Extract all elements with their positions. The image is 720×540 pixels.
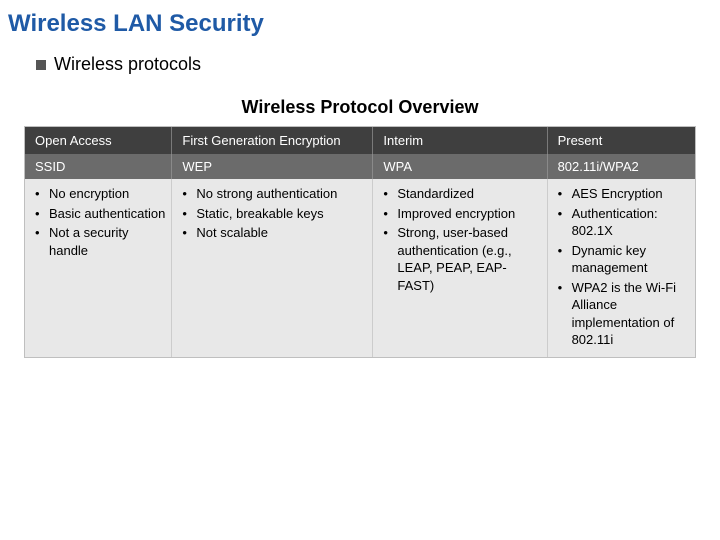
table-cell: Standardized Improved encryption Strong,… xyxy=(373,179,547,357)
list-item: WPA2 is the Wi-Fi Alliance implementatio… xyxy=(572,279,689,349)
list-item: No strong authentication xyxy=(196,185,366,203)
subtitle-text: Wireless protocols xyxy=(54,54,201,75)
col-subheader: SSID xyxy=(25,154,172,179)
col-subheader: WPA xyxy=(373,154,547,179)
list-item: Static, breakable keys xyxy=(196,205,366,223)
list-item: AES Encryption xyxy=(572,185,689,203)
table-header-2: SSID WEP WPA 802.11i/WPA2 xyxy=(25,154,695,179)
list-item: Improved encryption xyxy=(397,205,540,223)
list-item: No encryption xyxy=(49,185,165,203)
col-subheader: WEP xyxy=(172,154,373,179)
col-header: Present xyxy=(548,127,695,154)
slide: Wireless LAN Security Wireless protocols… xyxy=(0,0,720,368)
bullet-icon xyxy=(36,60,46,70)
table-cell: AES Encryption Authentication: 802.1X Dy… xyxy=(548,179,695,357)
overview-title: Wireless Protocol Overview xyxy=(8,97,712,118)
table-body-row: No encryption Basic authentication Not a… xyxy=(25,179,695,357)
table-cell: No encryption Basic authentication Not a… xyxy=(25,179,172,357)
table-cell: No strong authentication Static, breakab… xyxy=(172,179,373,357)
table-header-1: Open Access First Generation Encryption … xyxy=(25,127,695,154)
subtitle-row: Wireless protocols xyxy=(36,54,712,75)
col-header: Interim xyxy=(373,127,547,154)
protocol-table: Open Access First Generation Encryption … xyxy=(24,126,696,358)
col-header: First Generation Encryption xyxy=(172,127,373,154)
col-subheader: 802.11i/WPA2 xyxy=(548,154,695,179)
page-title: Wireless LAN Security xyxy=(8,10,712,38)
list-item: Strong, user-based authentication (e.g.,… xyxy=(397,224,540,294)
list-item: Dynamic key management xyxy=(572,242,689,277)
list-item: Basic authentication xyxy=(49,205,165,223)
list-item: Standardized xyxy=(397,185,540,203)
list-item: Not scalable xyxy=(196,224,366,242)
list-item: Not a security handle xyxy=(49,224,165,259)
list-item: Authentication: 802.1X xyxy=(572,205,689,240)
col-header: Open Access xyxy=(25,127,172,154)
